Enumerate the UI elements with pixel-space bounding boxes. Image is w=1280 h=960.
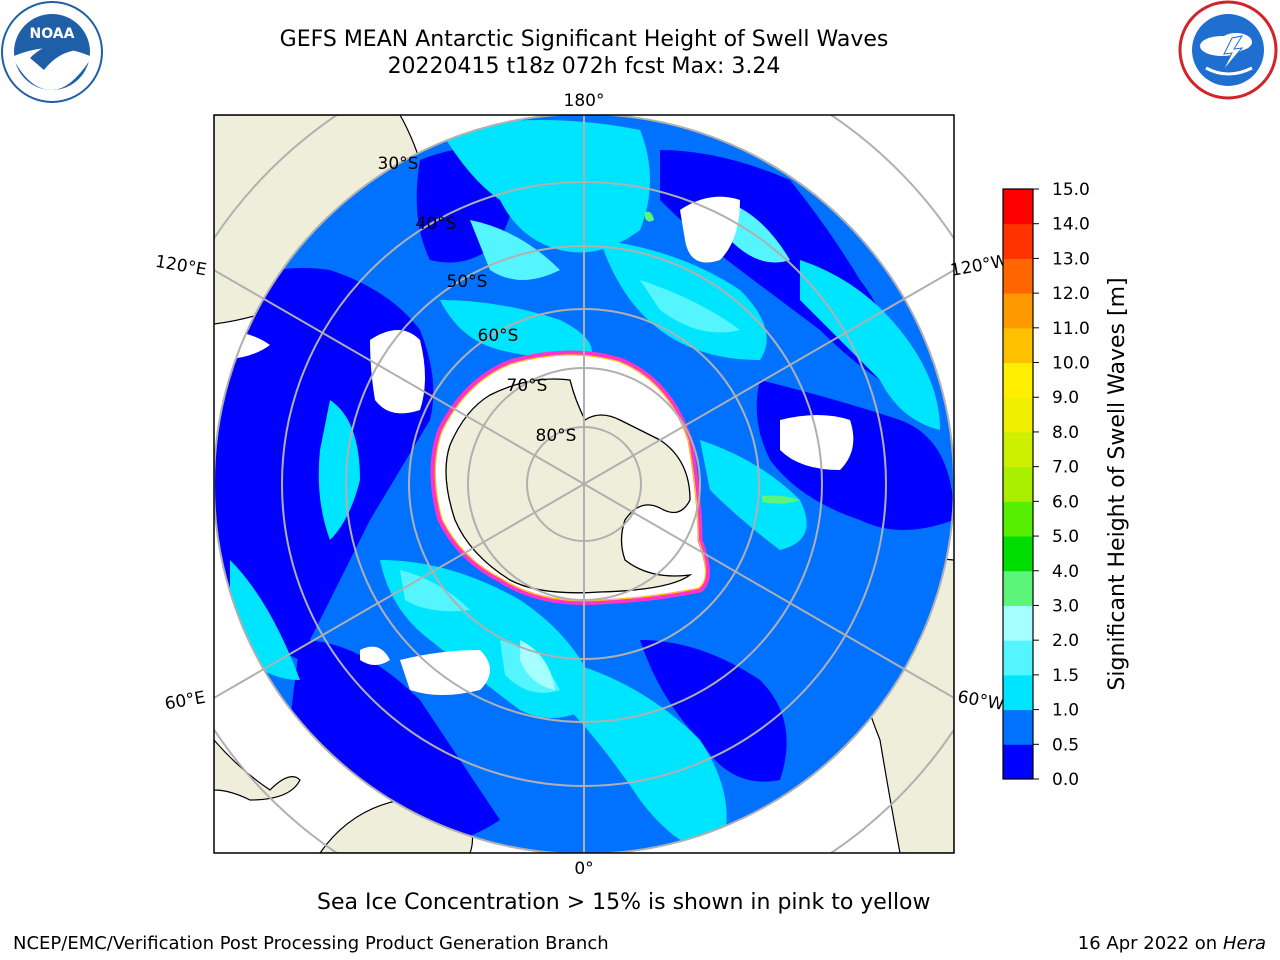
- colorbar-tick-label: 8.0: [1052, 423, 1079, 443]
- colorbar-block: [1003, 501, 1033, 537]
- colorbar-block: [1003, 327, 1033, 364]
- colorbar-block: [1003, 466, 1033, 502]
- colorbar-frame: [1002, 188, 1034, 780]
- lat-label-50s: 50°S: [447, 272, 488, 292]
- graticule: [214, 115, 954, 853]
- colorbar-block: [1003, 397, 1033, 433]
- sea-ice-caption: Sea Ice Concentration > 15% is shown in …: [317, 890, 931, 915]
- colorbar-tick-label: 10.0: [1052, 354, 1090, 374]
- colorbar-block: [1003, 223, 1033, 259]
- lat-label-40s: 40°S: [416, 214, 457, 234]
- colorbar-tick-label: 7.0: [1052, 458, 1079, 478]
- colorbar-tick-label: 9.0: [1052, 388, 1079, 408]
- colorbar-tick-label: 13.0: [1052, 249, 1090, 269]
- map-frame: [213, 114, 955, 854]
- nws-logo: [1178, 0, 1278, 100]
- colorbar-tick-label: 12.0: [1052, 284, 1090, 304]
- colorbar-label: Significant Height of Swell Waves [m]: [1105, 277, 1130, 690]
- colorbar-block: [1003, 362, 1033, 398]
- colorbar-tick-label: 0.0: [1052, 770, 1079, 790]
- lat-label-70s: 70°S: [507, 376, 548, 396]
- colorbar-block: [1003, 674, 1033, 711]
- colorbar-block: [1003, 640, 1033, 676]
- colorbar-block: [1003, 709, 1033, 745]
- colorbar-tick-label: 4.0: [1052, 562, 1079, 582]
- colorbar-tick-label: 15.0: [1052, 180, 1090, 200]
- footer-host: Hera: [1222, 933, 1266, 954]
- footer-date: 16 Apr 2022 on Hera: [1078, 933, 1266, 954]
- footer-date-text: 16 Apr 2022 on: [1077, 933, 1223, 954]
- colorbar-tick-label: 11.0: [1052, 319, 1090, 339]
- colorbar-tick-label: 6.0: [1052, 492, 1079, 512]
- colorbar-block: [1003, 744, 1033, 780]
- lat-label-80s: 80°S: [536, 426, 577, 446]
- colorbar-block: [1003, 431, 1033, 468]
- colorbar-block: [1003, 605, 1033, 641]
- colorbar-tick-label: 14.0: [1052, 215, 1090, 235]
- colorbar-block: [1003, 536, 1033, 572]
- lon-label-0: 0°: [574, 859, 593, 879]
- chart-subtitle: 20220415 t18z 072h fcst Max: 3.24: [387, 54, 781, 79]
- colorbar-block: [1003, 293, 1033, 329]
- colorbar-tick-label: 0.5: [1052, 735, 1079, 755]
- lat-label-60s: 60°S: [478, 326, 519, 346]
- noaa-logo: NOAA: [1, 1, 103, 103]
- colorbar-tick-label: 2.0: [1052, 631, 1079, 651]
- colorbar-tick-label: 5.0: [1052, 527, 1079, 547]
- colorbar-tick-label: 1.0: [1052, 701, 1079, 721]
- chart-title: GEFS MEAN Antarctic Significant Height o…: [279, 27, 889, 52]
- colorbar-block: [1003, 189, 1033, 225]
- colorbar-block: [1003, 258, 1033, 294]
- lat-label-30s: 30°S: [378, 154, 419, 174]
- colorbar-block: [1003, 570, 1033, 606]
- colorbar-tick-label: 1.5: [1052, 666, 1079, 686]
- colorbar-tick-label: 3.0: [1052, 596, 1079, 616]
- land-africa: [214, 739, 301, 801]
- land-antarctica: [445, 378, 693, 594]
- noaa-logo-text: NOAA: [30, 26, 75, 42]
- lon-label-180: 180°: [564, 91, 605, 111]
- footer-credit: NCEP/EMC/Verification Post Processing Pr…: [13, 933, 609, 954]
